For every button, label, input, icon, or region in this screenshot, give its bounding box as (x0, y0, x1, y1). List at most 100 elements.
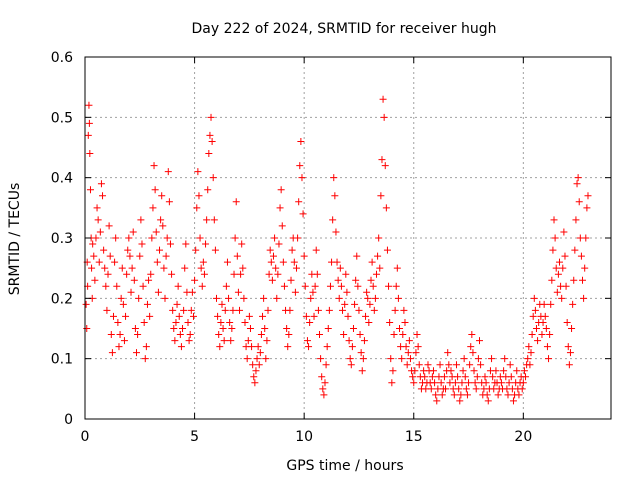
data-point-plus-marker (311, 282, 319, 290)
data-point-plus-marker (165, 198, 173, 206)
data-point-plus-marker (161, 294, 169, 302)
data-point-plus-marker (569, 300, 577, 308)
data-point-plus-marker (438, 391, 446, 399)
data-point-plus-marker (447, 367, 455, 375)
data-point-plus-marker (180, 306, 188, 314)
data-point-plus-marker (268, 276, 276, 284)
data-point-plus-marker (188, 288, 196, 296)
data-point-plus-marker (463, 391, 471, 399)
data-point-plus-marker (584, 192, 592, 200)
data-point-plus-marker (398, 355, 406, 363)
data-point-plus-marker (337, 282, 345, 290)
data-point-plus-marker (166, 240, 174, 248)
data-point-plus-marker (339, 306, 347, 314)
data-point-plus-marker (303, 337, 311, 345)
data-point-plus-marker (577, 252, 585, 260)
data-point-plus-marker (436, 361, 444, 369)
data-point-plus-marker (274, 270, 282, 278)
data-point-plus-marker (364, 294, 372, 302)
data-point-plus-marker (363, 288, 371, 296)
y-tick-label: 0.4 (51, 171, 73, 187)
data-point-plus-marker (264, 306, 272, 314)
data-point-plus-marker (269, 252, 277, 260)
data-point-plus-marker (405, 337, 413, 345)
data-point-plus-marker (232, 198, 240, 206)
data-point-plus-marker (330, 174, 338, 182)
data-point-plus-marker (571, 246, 579, 254)
data-point-plus-marker (89, 240, 97, 248)
data-point-plus-marker (396, 325, 404, 332)
data-point-plus-marker (252, 367, 260, 375)
data-point-plus-marker (462, 385, 470, 393)
chart-title: Day 222 of 2024, SRMTID for receiver hug… (192, 21, 497, 37)
data-point-plus-marker (501, 355, 509, 363)
data-point-plus-marker (459, 367, 467, 375)
data-point-plus-marker (296, 162, 304, 170)
data-point-plus-marker (306, 318, 314, 326)
data-point-plus-marker (428, 373, 436, 381)
data-point-plus-marker (162, 252, 170, 260)
data-point-plus-marker (295, 198, 303, 206)
data-point-plus-marker (565, 361, 573, 369)
data-point-plus-marker (186, 331, 194, 339)
data-point-plus-marker (202, 240, 210, 248)
data-point-plus-marker (399, 331, 407, 339)
data-point-plus-marker (83, 325, 91, 332)
data-point-plus-marker (367, 276, 375, 284)
data-point-plus-marker (460, 355, 468, 363)
y-axis-label: SRMTID / TECUs (7, 183, 23, 296)
data-point-plus-marker (531, 306, 539, 314)
data-point-plus-marker (331, 192, 339, 200)
data-point-plus-marker (500, 367, 508, 375)
data-point-plus-marker (169, 306, 177, 314)
x-tick-label: 15 (405, 429, 423, 445)
data-point-plus-marker (579, 276, 587, 284)
data-point-plus-marker (222, 282, 230, 290)
data-point-plus-marker (191, 276, 199, 284)
data-point-plus-marker (182, 240, 190, 248)
data-point-plus-marker (113, 282, 121, 290)
data-point-plus-marker (149, 204, 157, 212)
data-point-plus-marker (541, 312, 549, 320)
data-point-plus-marker (130, 276, 138, 284)
data-point-plus-marker (194, 168, 202, 176)
data-point-plus-marker (271, 234, 279, 242)
data-point-plus-marker (233, 252, 241, 260)
data-point-plus-marker (456, 397, 464, 405)
data-point-plus-marker (226, 318, 234, 326)
data-point-plus-marker (211, 246, 219, 254)
data-point-plus-marker (312, 246, 320, 254)
data-point-plus-marker (285, 331, 293, 339)
data-point-plus-marker (402, 343, 410, 351)
data-point-plus-marker (553, 288, 561, 296)
data-point-plus-marker (334, 276, 342, 284)
data-point-plus-marker (561, 252, 569, 260)
data-point-plus-marker (466, 361, 474, 369)
data-point-plus-marker (406, 355, 414, 363)
data-point-plus-marker (218, 300, 226, 308)
data-point-plus-marker (574, 174, 582, 182)
data-point-plus-marker (476, 337, 483, 345)
data-point-plus-marker (472, 385, 480, 393)
data-point-plus-marker (84, 131, 92, 139)
data-point-plus-marker (209, 174, 217, 182)
data-point-plus-marker (261, 325, 269, 332)
data-point-plus-marker (127, 288, 135, 296)
data-point-plus-marker (433, 397, 441, 405)
data-point-plus-marker (82, 300, 90, 308)
data-point-plus-marker (309, 288, 317, 296)
data-point-plus-marker (92, 234, 100, 242)
data-point-plus-marker (509, 397, 517, 405)
y-tick-labels: 0 0.1 0.2 0.3 0.4 0.5 0.6 (51, 50, 73, 428)
data-point-plus-marker (519, 379, 527, 387)
data-point-plus-marker (507, 373, 515, 381)
data-point-plus-marker (345, 337, 353, 345)
data-point-plus-marker (375, 234, 383, 242)
data-point-plus-marker (153, 258, 161, 266)
data-point-plus-marker (197, 264, 205, 272)
data-point-plus-marker (115, 343, 123, 351)
data-point-plus-marker (299, 210, 307, 218)
data-point-plus-marker (90, 252, 98, 260)
data-point-plus-marker (504, 391, 512, 399)
data-point-plus-marker (277, 186, 285, 194)
